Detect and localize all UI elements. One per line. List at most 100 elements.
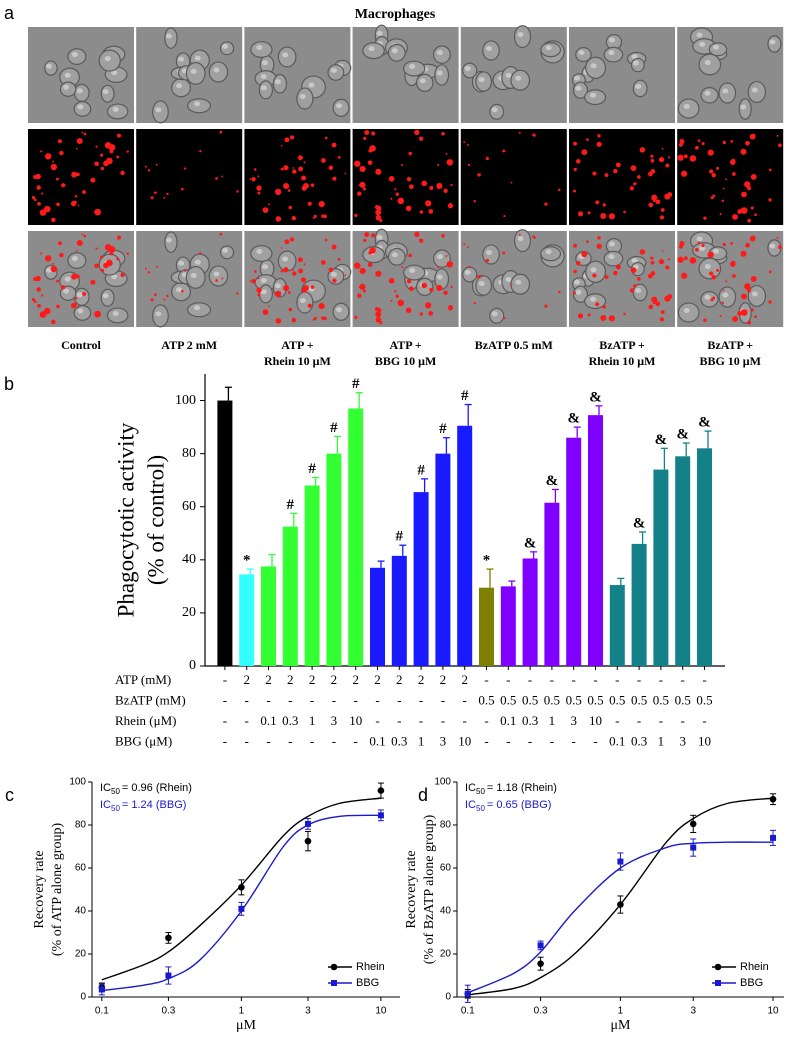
cell — [106, 307, 129, 324]
cell-highlight — [486, 45, 493, 51]
fluorescent-particle — [268, 305, 270, 308]
fluorescent-particle — [429, 287, 434, 292]
fluorescent-particle — [421, 282, 428, 289]
column-label: BzATP + — [707, 338, 753, 352]
fluorescent-particle — [652, 301, 656, 305]
fluorescent-particle — [344, 172, 347, 175]
fluorescent-particle — [778, 143, 782, 148]
annotation-subscript: 50 — [111, 804, 120, 813]
fluorescent-particle — [73, 200, 77, 204]
fluorescent-particle — [592, 171, 597, 176]
fluorescent-particle — [94, 208, 101, 216]
fluorescent-particle — [485, 156, 489, 161]
cell-highlight — [262, 60, 269, 66]
fluorescent-particle — [394, 290, 397, 293]
significance-marker: & — [567, 411, 580, 427]
fluorescent-particle — [256, 287, 262, 293]
fluorescent-particle — [445, 153, 448, 155]
table-cell: - — [332, 692, 336, 707]
cell-highlight — [194, 259, 201, 265]
fluorescent-particle — [650, 260, 655, 265]
cell — [603, 46, 624, 63]
fluorescent-particle — [750, 206, 754, 210]
fluorescent-particle — [105, 157, 113, 165]
table-cell: 0.1 — [260, 713, 276, 728]
fluorescent-particle — [371, 131, 376, 136]
bar — [282, 526, 298, 666]
fluorescent-particle — [328, 267, 334, 273]
fluorescent-particle — [397, 197, 405, 205]
fluorescent-particle — [288, 205, 293, 210]
fluorescent-particle — [689, 257, 697, 264]
cell-highlight — [505, 73, 512, 79]
fluorescent-particle — [374, 306, 380, 312]
fluorescent-particle — [163, 196, 166, 199]
column-label: BBG 10 μM — [699, 354, 760, 368]
fluorescent-particle — [518, 131, 521, 134]
cell-highlight — [704, 294, 711, 300]
fluorescent-particle — [364, 232, 370, 238]
cell — [767, 35, 782, 53]
y-tick-label: 80 — [182, 446, 196, 461]
bar — [544, 502, 560, 666]
panel-label: b — [4, 374, 14, 394]
fluorescent-particle — [768, 198, 772, 202]
fluorescent-particle — [36, 185, 41, 190]
fluorescent-particle — [144, 165, 147, 168]
table-cell: - — [550, 672, 554, 687]
table-cell: 2 — [331, 672, 338, 687]
fluorescent-particle — [292, 271, 297, 276]
cell — [603, 250, 624, 267]
fluorescent-particle — [716, 166, 720, 170]
cell-highlight — [696, 32, 703, 38]
fluorescent-particle — [597, 236, 601, 240]
fluorescent-particle — [660, 310, 665, 314]
cell-highlight — [76, 292, 83, 298]
fluorescent-particle — [31, 298, 36, 302]
cell-highlight — [64, 72, 71, 78]
cell — [219, 245, 235, 260]
annotation-text: IC — [100, 799, 111, 811]
bar — [217, 400, 233, 666]
cell-highlight — [704, 60, 711, 66]
fluorescent-particle — [418, 136, 424, 141]
fluorescent-particle — [730, 242, 734, 245]
fluorescent-particle — [318, 302, 325, 310]
table-cell: 2 — [440, 672, 447, 687]
micrograph — [677, 129, 784, 225]
fluorescent-particle — [667, 156, 671, 159]
cell — [432, 45, 451, 64]
fluorescent-particle — [120, 170, 125, 176]
fluorescent-particle — [303, 263, 306, 266]
cell — [747, 284, 767, 308]
fluorescent-particle — [405, 307, 412, 314]
table-cell: - — [681, 672, 685, 687]
fluorescent-particle — [253, 168, 257, 171]
fluorescent-particle — [711, 275, 716, 280]
fluorescent-particle — [94, 161, 99, 167]
fluorescent-particle — [354, 213, 358, 217]
micrograph — [460, 229, 567, 327]
table-cell: - — [572, 672, 576, 687]
fluorescent-particle — [740, 250, 747, 257]
table-cell: 1 — [309, 713, 316, 728]
significance-marker: # — [287, 497, 295, 513]
fluorescent-particle — [395, 294, 399, 298]
fluorescent-particle — [719, 212, 722, 216]
legend-marker — [714, 963, 722, 971]
fluorescent-particle — [558, 290, 561, 294]
fluorescent-particle — [104, 142, 112, 149]
fluorescent-particle — [154, 191, 157, 195]
cell — [44, 60, 58, 76]
data-point — [165, 972, 172, 979]
fluorescent-particle — [289, 237, 295, 242]
significance-marker: & — [655, 432, 668, 448]
cell-highlight — [194, 101, 201, 107]
micrograph — [28, 129, 134, 225]
fluorescent-particle — [592, 273, 597, 278]
fluorescent-particle — [425, 302, 432, 309]
table-cell: 3 — [570, 713, 577, 728]
fluorescent-particle — [126, 150, 129, 153]
fluorescent-particle — [746, 288, 752, 293]
cell-highlight — [256, 45, 263, 51]
